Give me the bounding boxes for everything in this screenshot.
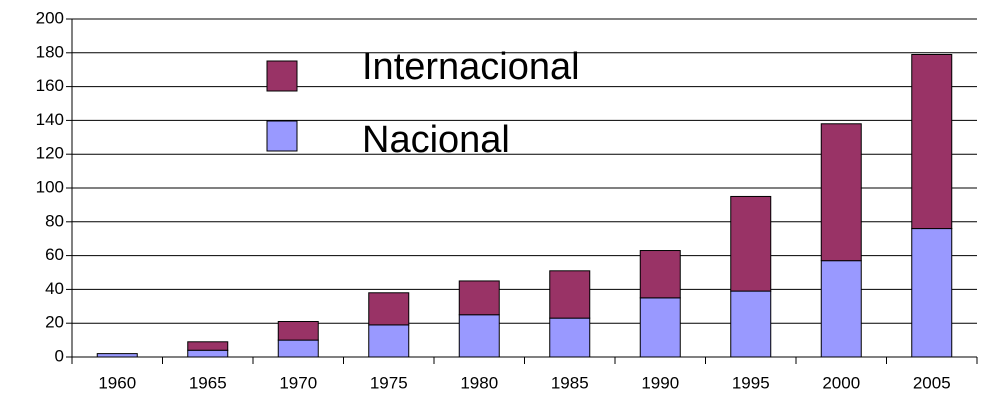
x-tick-label: 1985	[551, 373, 589, 392]
x-tick-label: 1960	[98, 373, 136, 392]
bar-segment	[639, 250, 681, 299]
legend-swatch	[266, 60, 298, 92]
x-tick-label: 1975	[370, 373, 408, 392]
bar-segment	[549, 270, 591, 319]
y-tick-label: 180	[36, 42, 64, 61]
bar-segment	[820, 260, 862, 358]
y-tick-label: 0	[55, 346, 64, 365]
x-tick-label: 2000	[822, 373, 860, 392]
bar-segment	[187, 349, 229, 358]
bar-segment	[277, 339, 319, 358]
y-tick-label: 160	[36, 76, 64, 95]
legend-swatch	[266, 120, 298, 152]
legend-label: Internacional	[362, 46, 580, 88]
bar-segment	[458, 314, 500, 358]
x-tick-label: 1995	[732, 373, 770, 392]
bar-segment	[368, 292, 410, 326]
x-tick-label: 2005	[913, 373, 951, 392]
bar-segment	[368, 324, 410, 358]
bar-segment	[639, 297, 681, 358]
x-tick-label: 1965	[189, 373, 227, 392]
y-tick-label: 120	[36, 144, 64, 163]
x-tick-label: 1970	[279, 373, 317, 392]
y-tick-label: 200	[36, 8, 64, 27]
y-tick-label: 40	[45, 279, 64, 298]
legend-label: Nacional	[362, 119, 510, 161]
bar-segment	[458, 280, 500, 316]
bar-segment	[730, 290, 772, 358]
bar-segment	[911, 228, 953, 358]
y-tick-label: 80	[45, 211, 64, 230]
x-tick-label: 1990	[641, 373, 679, 392]
y-tick-label: 60	[45, 245, 64, 264]
bar-segment	[549, 317, 591, 358]
bar-segment	[96, 353, 138, 358]
y-tick-label: 140	[36, 110, 64, 129]
y-tick-label: 20	[45, 313, 64, 332]
x-tick-label: 1980	[460, 373, 498, 392]
y-tick-label: 100	[36, 177, 64, 196]
bar-segment	[187, 341, 229, 351]
bar-segment	[730, 195, 772, 292]
bar-segment	[911, 53, 953, 230]
bar-segment	[820, 123, 862, 262]
bar-segment	[277, 321, 319, 341]
